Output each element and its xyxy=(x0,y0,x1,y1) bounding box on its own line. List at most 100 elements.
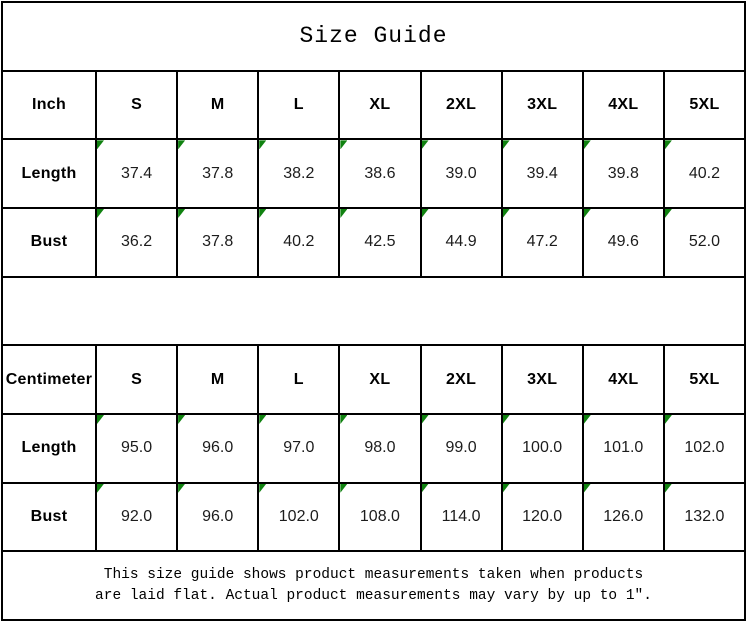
cell-flag-icon xyxy=(178,483,186,493)
cell-flag-icon xyxy=(583,415,591,425)
cell-flag-icon xyxy=(259,415,267,425)
size-value-cell-text: 39.4 xyxy=(526,164,558,182)
title-row: Size Guide xyxy=(3,3,744,72)
size-value-cell-text: 38.6 xyxy=(364,164,396,182)
size-value-cell-text: 132.0 xyxy=(684,508,725,526)
size-column-header-text: 4XL xyxy=(608,96,639,113)
cell-flag-icon xyxy=(502,209,510,219)
size-column-header: 3XL xyxy=(503,71,584,139)
size-value-cell-text: 42.5 xyxy=(364,233,396,251)
size-column-header: 5XL xyxy=(665,72,744,139)
size-value-cell: 126.0 xyxy=(583,483,665,551)
size-value-cell-text: 40.2 xyxy=(283,233,315,251)
size-column-header-text: 2XL xyxy=(445,370,477,388)
size-column-header-text: M xyxy=(210,370,225,388)
size-value-cell: 97.0 xyxy=(259,415,341,482)
cell-flag-icon xyxy=(178,140,186,150)
size-value-cell-text: 47.2 xyxy=(526,233,558,251)
size-value-cell-text: 37.8 xyxy=(202,233,234,251)
size-column-header-text: 3XL xyxy=(527,370,558,388)
size-value-cell-text: 95.0 xyxy=(120,439,153,457)
cell-flag-icon xyxy=(259,483,267,493)
size-column-header-text: S xyxy=(131,96,143,113)
size-value-cell: 92.0 xyxy=(97,483,179,551)
size-value-cell-text: 98.0 xyxy=(364,439,396,457)
size-value-cell: 108.0 xyxy=(340,483,422,551)
size-value-cell-text: 101.0 xyxy=(603,439,644,457)
size-column-header: 2XL xyxy=(422,71,503,139)
cell-flag-icon xyxy=(664,140,672,150)
size-column-header-text: L xyxy=(293,370,304,388)
size-value-cell-text: 102.0 xyxy=(278,508,319,526)
size-value-cell: 39.0 xyxy=(421,140,503,208)
size-value-cell: 101.0 xyxy=(583,415,665,482)
unit-header: Inch xyxy=(3,71,97,139)
cell-flag-icon xyxy=(178,209,186,219)
cell-flag-icon xyxy=(664,209,672,219)
size-value-cell: 47.2 xyxy=(502,209,584,276)
size-value-cell-text: 97.0 xyxy=(283,439,315,457)
row-label-text: Bust xyxy=(30,508,68,526)
size-value-cell: 42.5 xyxy=(340,209,422,276)
size-value-cell: 44.9 xyxy=(421,209,503,276)
size-header-row: Centimeter S M L XL 2XL 3XL 4XL 5XL xyxy=(3,346,744,416)
size-column-header: XL xyxy=(340,71,422,139)
size-column-header-text: L xyxy=(293,96,304,113)
cell-flag-icon xyxy=(340,140,348,150)
unit-header-text: Centimeter xyxy=(5,370,93,388)
size-value-cell: 114.0 xyxy=(421,483,503,551)
size-value-cell: 100.0 xyxy=(502,415,584,482)
size-value-cell: 39.8 xyxy=(583,140,665,208)
size-value-cell: 37.4 xyxy=(97,140,179,208)
size-value-cell: 52.0 xyxy=(664,209,744,276)
size-value-cell-text: 52.0 xyxy=(688,233,720,251)
row-label-text: Length xyxy=(21,164,77,182)
size-value-cell-text: 126.0 xyxy=(603,508,644,526)
cell-flag-icon xyxy=(421,140,429,150)
size-header-row: Inch S M L XL 2XL 3XL 4XL 5XL xyxy=(3,71,744,141)
size-value-cell-text: 96.0 xyxy=(202,508,234,526)
cell-flag-icon xyxy=(421,483,429,493)
size-column-header: M xyxy=(178,346,260,414)
cell-flag-icon xyxy=(583,209,591,219)
cell-flag-icon xyxy=(97,415,104,425)
size-value-cell-text: 37.4 xyxy=(120,164,153,182)
size-value-cell: 96.0 xyxy=(178,483,260,551)
page-title: Size Guide xyxy=(299,23,448,50)
size-column-header-text: XL xyxy=(369,370,391,388)
size-column-header-text: 5XL xyxy=(689,96,720,113)
row-label: Bust xyxy=(3,209,97,276)
cell-flag-icon xyxy=(583,140,591,150)
size-value-cell-text: 38.2 xyxy=(283,164,315,182)
cell-flag-icon xyxy=(259,140,267,150)
size-value-cell-text: 96.0 xyxy=(202,439,234,457)
size-column-header: XL xyxy=(340,346,422,414)
measurement-row: Bust 92.0 96.0 102.0 108.0 114.0 120.0 126.0 132… xyxy=(3,483,744,553)
cell-flag-icon xyxy=(502,415,510,425)
cell-flag-icon xyxy=(502,483,510,493)
size-column-header: 4XL xyxy=(584,346,665,414)
size-column-header: L xyxy=(259,71,341,139)
footer-note: This size guide shows product measuremen… xyxy=(3,552,744,619)
size-column-header: 3XL xyxy=(503,346,584,414)
cell-flag-icon xyxy=(340,483,348,493)
spacer-row xyxy=(3,278,744,347)
cell-flag-icon xyxy=(178,415,186,425)
cell-flag-icon xyxy=(583,483,591,493)
size-value-cell-text: 100.0 xyxy=(522,439,563,457)
size-column-header: 5XL xyxy=(665,346,744,413)
size-column-header: 2XL xyxy=(422,346,503,414)
size-value-cell: 98.0 xyxy=(340,415,422,482)
size-value-cell-text: 102.0 xyxy=(684,439,725,457)
size-value-cell: 40.2 xyxy=(259,209,341,276)
cell-flag-icon xyxy=(340,415,348,425)
size-value-cell: 132.0 xyxy=(664,483,744,551)
size-value-cell: 39.4 xyxy=(502,140,584,208)
size-column-header: 4XL xyxy=(584,71,665,139)
size-value-cell-text: 49.6 xyxy=(607,233,639,251)
size-value-cell-text: 36.2 xyxy=(120,233,153,251)
size-column-header: L xyxy=(259,346,341,414)
size-column-header: S xyxy=(97,346,179,414)
measurement-row: Length 37.4 37.8 38.2 38.6 39.0 39.4 39.8 40.2 xyxy=(3,140,744,210)
